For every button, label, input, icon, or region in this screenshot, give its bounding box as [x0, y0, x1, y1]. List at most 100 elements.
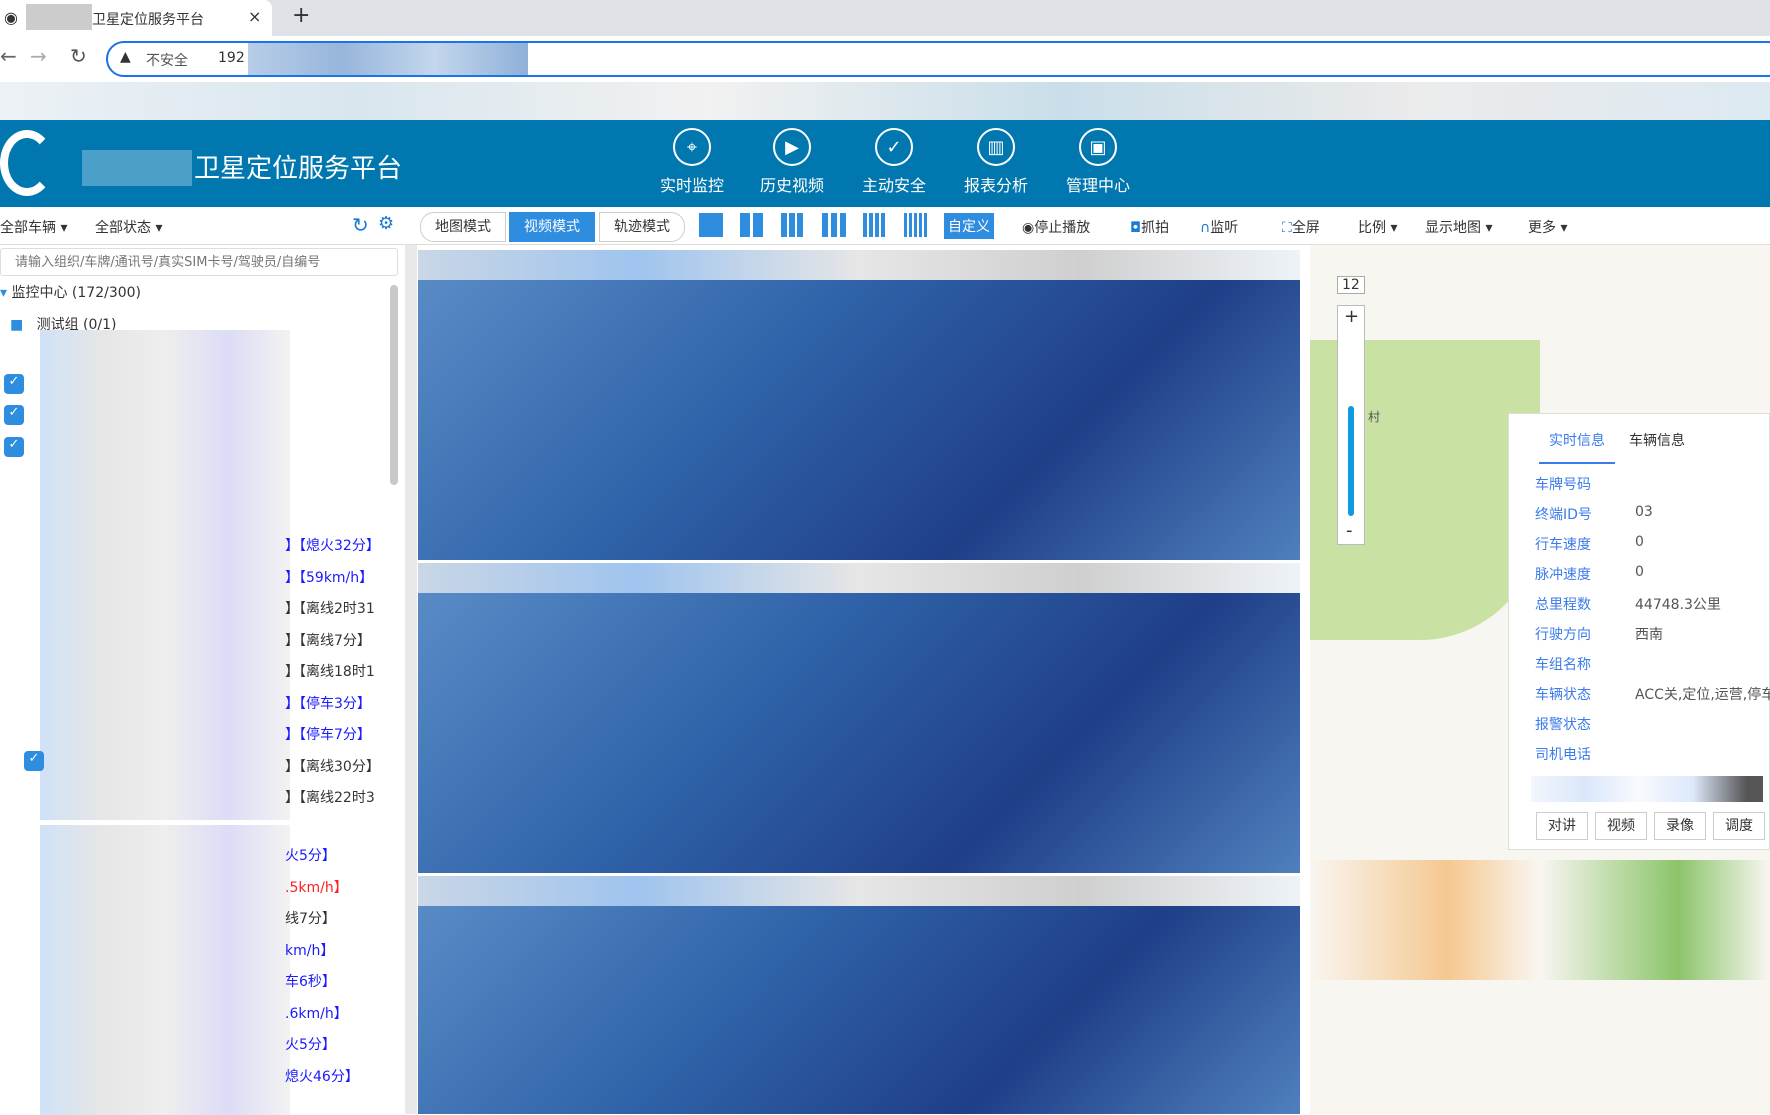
computer-icon: ▣: [1079, 128, 1117, 166]
checkbox-checked[interactable]: ✓: [4, 374, 24, 394]
status-filter-dropdown[interactable]: 全部状态 ▾: [95, 220, 163, 236]
browser-tab[interactable]: ◉ 卫星定位服务平台 ×: [0, 0, 272, 36]
stop-playback-button[interactable]: ◉停止播放: [1022, 217, 1090, 237]
snapshot-button[interactable]: ◘抓拍: [1130, 217, 1169, 237]
vehicle-status[interactable]: km/h】: [285, 942, 335, 959]
vehicle-status[interactable]: 火5分】: [285, 1037, 336, 1053]
vehicle-status[interactable]: 线7分】: [285, 911, 336, 927]
status-filter-label: 全部状态: [95, 220, 151, 236]
vehicle-filter-dropdown[interactable]: 全部车辆 ▾: [0, 220, 68, 236]
vehicle-status[interactable]: 】【59km/h】: [285, 569, 374, 586]
forward-button[interactable]: →: [30, 44, 47, 68]
checkbox-checked[interactable]: ✓: [24, 751, 44, 771]
dispatch-button[interactable]: 调度: [1713, 812, 1765, 840]
vehicle-status[interactable]: 】【离线2时31: [285, 601, 375, 617]
video-mode-tab[interactable]: 视频模式: [509, 212, 595, 242]
nav-active-safety[interactable]: ✓ 主动安全: [849, 128, 939, 196]
new-tab-button[interactable]: +: [292, 3, 311, 28]
info-label: 行驶方向: [1535, 627, 1591, 643]
panel-splitter[interactable]: [405, 245, 417, 1114]
vehicle-status[interactable]: 】【停车7分】: [285, 727, 371, 743]
layout-10-icon[interactable]: [863, 213, 887, 237]
info-label: 报警状态: [1535, 717, 1591, 733]
vehicle-status[interactable]: 火5分】: [285, 848, 336, 864]
map-zoom-control[interactable]: + -: [1337, 305, 1365, 545]
more-dropdown[interactable]: 更多 ▾: [1528, 220, 1568, 236]
vehicle-status[interactable]: 】【熄火32分】: [285, 538, 380, 554]
tab-title: 卫星定位服务平台: [92, 12, 204, 28]
location-pin-icon: ⌖: [673, 128, 711, 166]
headphone-icon: ∩: [1200, 220, 1211, 236]
nav-report-analysis[interactable]: ▥ 报表分析: [951, 128, 1041, 196]
vehicle-status[interactable]: 】【离线30分】: [285, 758, 380, 775]
folder-icon: ■: [10, 317, 24, 333]
video-cell-header: [418, 563, 1300, 593]
security-label: 不安全: [146, 53, 188, 69]
close-tab-icon[interactable]: ×: [248, 7, 262, 26]
video-cell-1[interactable]: [418, 250, 1300, 560]
nav-label: 实时监控: [659, 176, 724, 195]
zoom-in-button[interactable]: +: [1344, 306, 1360, 327]
info-label: 车辆状态: [1535, 687, 1591, 703]
ratio-dropdown[interactable]: 比例 ▾: [1358, 220, 1398, 236]
layout-4-icon[interactable]: [740, 213, 764, 237]
layout-1-icon[interactable]: [699, 213, 723, 237]
nav-realtime-monitor[interactable]: ⌖ 实时监控: [647, 128, 737, 196]
vehicle-status[interactable]: 车6秒】: [285, 974, 336, 990]
nav-label: 报表分析: [963, 176, 1028, 195]
reload-button[interactable]: ↻: [70, 44, 87, 68]
refresh-icon[interactable]: ↻: [352, 213, 369, 237]
blurred-logo-text: [82, 150, 192, 186]
group-label: 测试组 (0/1): [36, 317, 117, 333]
vehicle-status[interactable]: 熄火46分】: [285, 1068, 359, 1085]
vehicle-search-input[interactable]: [0, 248, 398, 276]
shield-icon: ✓: [875, 128, 913, 166]
vehicle-status[interactable]: 】【停车3分】: [285, 695, 371, 712]
checkbox-checked[interactable]: ✓: [4, 437, 24, 457]
nav-label: 主动安全: [861, 176, 926, 195]
tree-root[interactable]: ▾ 监控中心 (172/300): [0, 279, 141, 307]
show-map-label: 显示地图: [1425, 220, 1481, 236]
vehicle-status[interactable]: .6km/h】: [285, 1005, 348, 1022]
record-button[interactable]: 录像: [1654, 812, 1706, 840]
custom-layout-button[interactable]: 自定义: [944, 213, 994, 239]
warning-icon: ▲: [120, 49, 131, 65]
zoom-out-button[interactable]: -: [1346, 520, 1353, 541]
fullscreen-button[interactable]: ⛶全屏: [1282, 217, 1320, 237]
stop-icon: ◉: [1022, 220, 1035, 236]
vehicle-status[interactable]: 】【离线18时1: [285, 664, 375, 680]
layout-6-icon[interactable]: [781, 213, 805, 237]
nav-management-center[interactable]: ▣ 管理中心: [1053, 128, 1143, 196]
settings-gear-icon[interactable]: ⚙: [378, 213, 395, 234]
tree-scrollbar[interactable]: [390, 285, 398, 485]
tab-vehicle-info[interactable]: 车辆信息: [1629, 433, 1685, 449]
ratio-label: 比例: [1358, 220, 1386, 236]
video-cell-2[interactable]: [418, 563, 1300, 873]
layout-16-icon[interactable]: [904, 213, 928, 237]
zoom-slider[interactable]: [1348, 406, 1354, 516]
back-button[interactable]: ←: [0, 44, 17, 68]
info-label: 行车速度: [1535, 537, 1591, 553]
vehicle-status[interactable]: .5km/h】: [285, 879, 348, 896]
tree-group[interactable]: ■ 测试组 (0/1): [10, 311, 117, 339]
vehicle-status[interactable]: 】【离线7分】: [285, 632, 371, 649]
tab-realtime-info[interactable]: 实时信息: [1539, 430, 1615, 464]
root-label: 监控中心 (172/300): [11, 285, 142, 301]
show-map-dropdown[interactable]: 显示地图 ▾: [1425, 220, 1493, 236]
vehicle-filter-label: 全部车辆: [0, 220, 56, 236]
info-value: 0: [1635, 564, 1644, 580]
layout-9-icon[interactable]: [822, 213, 846, 237]
address-bar[interactable]: ▲ 不安全 192: [106, 41, 1770, 77]
video-cell-header: [418, 250, 1300, 280]
listen-button[interactable]: ∩监听: [1200, 217, 1238, 237]
video-cell-3[interactable]: [418, 876, 1300, 1114]
nav-history-video[interactable]: ▶ 历史视频: [747, 128, 837, 196]
info-label: 终端ID号: [1535, 507, 1592, 523]
vehicle-status[interactable]: 】【离线22时3: [285, 790, 375, 806]
track-mode-tab[interactable]: 轨迹模式: [599, 212, 685, 242]
checkbox-checked[interactable]: ✓: [4, 405, 24, 425]
intercom-button[interactable]: 对讲: [1536, 812, 1588, 840]
video-button[interactable]: 视频: [1595, 812, 1647, 840]
map-mode-tab[interactable]: 地图模式: [420, 212, 506, 242]
vehicle-tree-panel: ▾ 监控中心 (172/300) ■ 测试组 (0/1) 】【熄火32分】】【5…: [0, 245, 405, 1115]
